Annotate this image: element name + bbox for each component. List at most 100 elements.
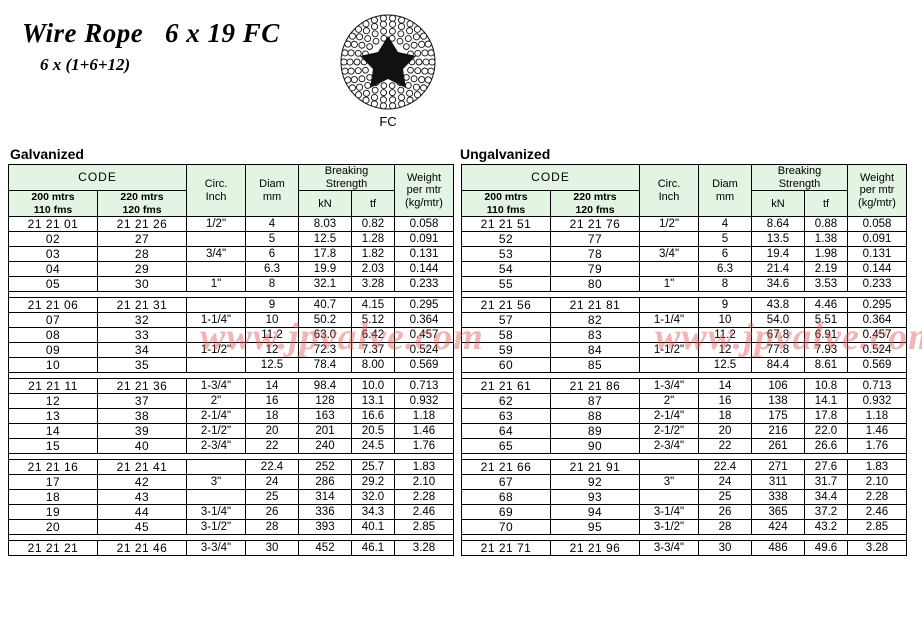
header-code-220: 220 mtrs 120 fms	[550, 190, 640, 218]
cell-weight: 0.058	[394, 216, 454, 233]
cell-tf: 0.88	[804, 216, 848, 233]
cell-circ	[639, 327, 699, 344]
cell-diam: 28	[698, 519, 752, 536]
table-row: 05 30 1" 8 32.1 3.28 0.233	[8, 276, 454, 293]
cell-diam: 22	[245, 438, 299, 455]
cell-code-200: 60	[461, 357, 551, 374]
header-kn: kN	[298, 190, 352, 218]
cell-circ: 3-1/4"	[186, 504, 246, 521]
cell-circ: 1-1/4"	[639, 312, 699, 329]
cell-diam: 4	[698, 216, 752, 233]
cell-code-200: 21 21 66	[461, 459, 551, 476]
cell-code-200: 62	[461, 393, 551, 410]
cell-code-200: 21 21 11	[8, 378, 98, 395]
header-weight: Weight per mtr (kg/mtr)	[847, 163, 907, 218]
cell-circ	[639, 297, 699, 314]
header-circ: Circ. Inch	[186, 163, 246, 218]
cell-kn: 216	[751, 423, 805, 440]
table-row: 21 21 06 21 21 31 9 40.7 4.15 0.295	[8, 297, 454, 314]
cell-kn: 34.6	[751, 276, 805, 293]
cell-weight: 0.569	[847, 357, 907, 374]
cell-circ	[186, 261, 246, 278]
cell-diam: 6	[245, 246, 299, 263]
cell-tf: 1.38	[804, 231, 848, 248]
table-row: 70 95 3-1/2" 28 424 43.2 2.85	[461, 519, 907, 536]
cell-circ: 3-1/2"	[639, 519, 699, 536]
header-tf: tf	[804, 190, 848, 218]
cell-weight: 2.85	[847, 519, 907, 536]
cell-tf: 27.6	[804, 459, 848, 476]
cell-weight: 1.18	[847, 408, 907, 425]
header-code: CODE	[8, 163, 187, 192]
table-row: 21 21 56 21 21 81 9 43.8 4.46 0.295	[461, 297, 907, 314]
cell-circ: 1"	[639, 276, 699, 293]
cell-circ: 3-3/4"	[186, 540, 246, 557]
cell-kn: 13.5	[751, 231, 805, 248]
table-row: 10 35 12.5 78.4 8.00 0.569	[8, 357, 454, 374]
cell-tf: 46.1	[351, 540, 395, 557]
page-subtitle: 6 x (1+6+12)	[40, 55, 131, 74]
cell-code-200: 21 21 71	[461, 540, 551, 557]
cell-diam: 18	[245, 408, 299, 425]
cell-code-220: 32	[97, 312, 187, 329]
table-row: 58 83 11.2 67.8 6.91 0.457	[461, 327, 907, 344]
cell-circ: 2-3/4"	[186, 438, 246, 455]
cell-tf: 2.19	[804, 261, 848, 278]
cell-kn: 72.3	[298, 342, 352, 359]
section-label-galvanized: Galvanized	[10, 146, 84, 162]
cell-circ	[186, 489, 246, 506]
cell-kn: 32.1	[298, 276, 352, 293]
cell-code-200: 10	[8, 357, 98, 374]
table-row: 53 78 3/4" 6 19.4 1.98 0.131	[461, 246, 907, 263]
cell-diam: 22.4	[698, 459, 752, 476]
cell-circ	[639, 357, 699, 374]
cell-weight: 1.83	[394, 459, 454, 476]
cell-tf: 10.0	[351, 378, 395, 395]
cell-code-220: 95	[550, 519, 640, 536]
table-row: 63 88 2-1/4" 18 175 17.8 1.18	[461, 408, 907, 425]
cell-code-200: 04	[8, 261, 98, 278]
cell-code-220: 40	[97, 438, 187, 455]
cell-circ: 2"	[639, 393, 699, 410]
cell-kn: 63.0	[298, 327, 352, 344]
cell-diam: 22.4	[245, 459, 299, 476]
table-row: 17 42 3" 24 286 29.2 2.10	[8, 474, 454, 491]
cell-diam: 24	[245, 474, 299, 491]
cell-weight: 1.83	[847, 459, 907, 476]
cell-circ: 3-1/4"	[639, 504, 699, 521]
header-diam: Diam mm	[245, 163, 299, 218]
cell-diam: 22	[698, 438, 752, 455]
cell-circ	[186, 231, 246, 248]
table-row: 68 93 25 338 34.4 2.28	[461, 489, 907, 506]
cell-code-200: 54	[461, 261, 551, 278]
cell-diam: 11.2	[245, 327, 299, 344]
cell-tf: 1.98	[804, 246, 848, 263]
cell-code-220: 27	[97, 231, 187, 248]
cell-code-220: 21 21 26	[97, 216, 187, 233]
cell-tf: 2.03	[351, 261, 395, 278]
cell-tf: 22.0	[804, 423, 848, 440]
cell-code-200: 05	[8, 276, 98, 293]
cell-kn: 271	[751, 459, 805, 476]
cell-diam: 5	[698, 231, 752, 248]
cell-code-200: 21 21 51	[461, 216, 551, 233]
cell-diam: 11.2	[698, 327, 752, 344]
cell-tf: 1.28	[351, 231, 395, 248]
cell-kn: 311	[751, 474, 805, 491]
cell-weight: 0.295	[394, 297, 454, 314]
cell-tf: 4.46	[804, 297, 848, 314]
cell-tf: 5.51	[804, 312, 848, 329]
cell-tf: 34.3	[351, 504, 395, 521]
cell-weight: 0.569	[394, 357, 454, 374]
cell-diam: 26	[245, 504, 299, 521]
cell-code-220: 88	[550, 408, 640, 425]
cell-code-220: 42	[97, 474, 187, 491]
cell-code-200: 63	[461, 408, 551, 425]
cell-code-220: 34	[97, 342, 187, 359]
cell-kn: 19.4	[751, 246, 805, 263]
cell-code-200: 12	[8, 393, 98, 410]
cell-tf: 1.82	[351, 246, 395, 263]
header-code-200: 200 mtrs 110 fms	[461, 190, 551, 218]
cell-circ: 2-3/4"	[639, 438, 699, 455]
cell-tf: 10.8	[804, 378, 848, 395]
